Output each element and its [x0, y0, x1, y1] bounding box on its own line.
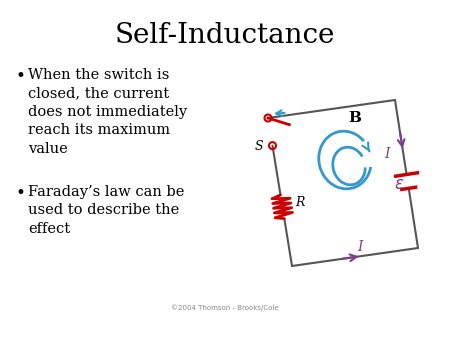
Text: When the switch is
closed, the current
does not immediately
reach its maximum
va: When the switch is closed, the current d…	[28, 68, 187, 155]
Text: R: R	[296, 196, 305, 209]
Text: Faraday’s law can be
used to describe the
effect: Faraday’s law can be used to describe th…	[28, 185, 184, 236]
Text: •: •	[15, 68, 25, 85]
Text: ©2004 Thomson - Brooks/Cole: ©2004 Thomson - Brooks/Cole	[171, 305, 279, 311]
Text: S: S	[254, 140, 263, 153]
Text: I: I	[357, 240, 362, 254]
Text: •: •	[15, 185, 25, 202]
Text: $\varepsilon$: $\varepsilon$	[394, 175, 404, 193]
Text: B: B	[348, 111, 361, 125]
Text: I: I	[384, 147, 390, 161]
Text: Self-Inductance: Self-Inductance	[115, 22, 335, 49]
